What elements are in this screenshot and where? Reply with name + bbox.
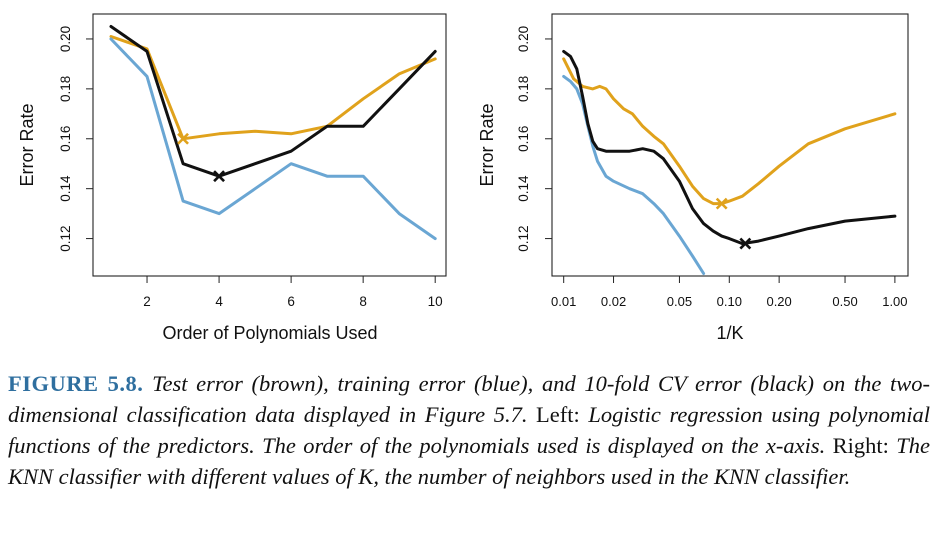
training-error-line — [562, 74, 706, 275]
x-tick-label: 0.05 — [667, 294, 692, 309]
x-tick-label: 0.50 — [832, 294, 857, 309]
x-tick-label: 6 — [287, 294, 295, 309]
x-tick-label: 0.20 — [766, 294, 791, 309]
x-axis-label: 1/K — [716, 323, 743, 343]
y-tick-label: 0.12 — [58, 225, 73, 251]
y-tick-label: 0.18 — [516, 76, 531, 102]
y-tick-label: 0.16 — [58, 126, 73, 152]
cv-error-line — [109, 25, 437, 178]
minimum-marker — [213, 170, 225, 183]
figure-caption: FIGURE 5.8. Test error (brown), training… — [8, 368, 930, 492]
minimum-marker — [177, 132, 189, 145]
minimum-marker — [715, 197, 728, 210]
y-tick-label: 0.14 — [516, 175, 531, 202]
marker-stroke — [177, 132, 189, 145]
series-group — [109, 25, 437, 241]
y-tick-label: 0.16 — [516, 126, 531, 152]
chart-panel-2: 0.01 0.02 0.05 0.10 0.20 0.50 1.00 0.12 0.14 0.16… — [477, 13, 909, 343]
minimum-marker — [739, 237, 752, 250]
x-tick-label: 1.00 — [882, 294, 907, 309]
x-tick-label: 8 — [359, 294, 367, 309]
cv-error-line — [562, 49, 897, 246]
y-tick-label: 0.12 — [516, 225, 531, 251]
series-group — [562, 49, 897, 275]
x-tick-label: 10 — [428, 294, 443, 309]
plot-frame — [92, 13, 447, 277]
y-axis-label: Error Rate — [477, 103, 497, 186]
caption-body: Test error (brown), training error (blue… — [8, 371, 930, 489]
marker-stroke — [739, 237, 752, 250]
caption-segment: The KNN classifier with different values… — [8, 433, 930, 489]
test-error-line — [109, 35, 437, 141]
chart-panel-1: 2 4 6 8 10 0.12 0.14 0.16 0.18 0.20 Order of Polyn… — [17, 13, 447, 343]
x-tick-label: 2 — [143, 294, 151, 309]
marker-stroke — [213, 170, 225, 183]
x-tick-label: 0.01 — [551, 294, 576, 309]
plot-frame — [551, 13, 909, 277]
caption-segment: Right: — [825, 433, 889, 458]
y-tick-label: 0.14 — [58, 175, 73, 202]
marker-stroke — [715, 197, 728, 210]
x-axis-label: Order of Polynomials Used — [162, 323, 377, 343]
y-tick-label: 0.20 — [516, 26, 531, 52]
x-tick-label: 4 — [215, 294, 223, 309]
x-tick-label: 0.10 — [717, 294, 742, 309]
y-tick-label: 0.18 — [58, 76, 73, 102]
caption-segment: Test error (brown), training error (blue… — [8, 371, 930, 427]
x-tick-label: 0.02 — [601, 294, 626, 309]
test-error-line — [562, 57, 897, 206]
figure-label: FIGURE 5.8. — [8, 371, 144, 396]
caption-segment: Logistic regression using polynomial fun… — [8, 402, 930, 458]
caption-segment: Left: — [527, 402, 580, 427]
training-error-line — [109, 37, 437, 241]
figure-charts: 2 4 6 8 10 0.12 0.14 0.16 0.18 0.20 Order of Polyn… — [17, 13, 909, 343]
y-axis-label: Error Rate — [17, 103, 37, 186]
y-tick-label: 0.20 — [58, 26, 73, 52]
